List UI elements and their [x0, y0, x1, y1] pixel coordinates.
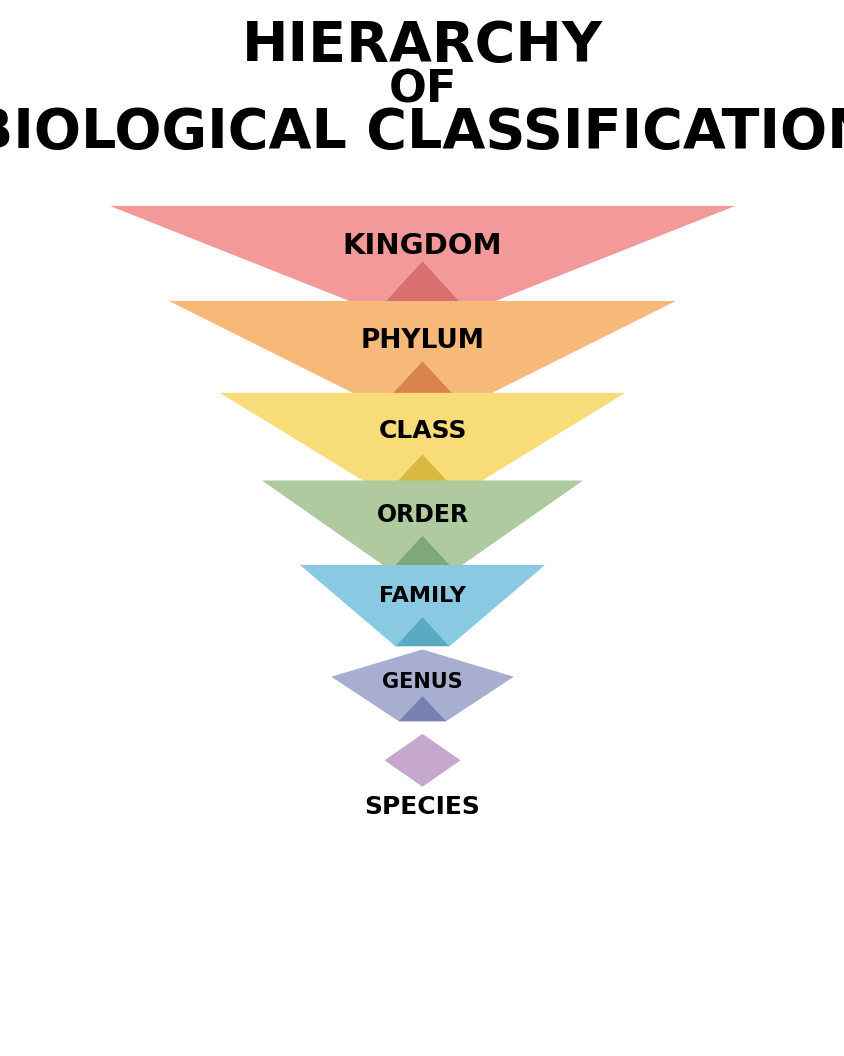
- Text: KINGDOM: KINGDOM: [343, 232, 501, 260]
- Polygon shape: [395, 617, 449, 646]
- Polygon shape: [300, 565, 544, 646]
- Text: PHYLUM: PHYLUM: [360, 328, 484, 354]
- Text: ORDER: ORDER: [376, 503, 468, 527]
- Text: GENUS: GENUS: [381, 672, 463, 692]
- Polygon shape: [390, 535, 454, 570]
- Polygon shape: [398, 696, 446, 721]
- Polygon shape: [385, 454, 459, 494]
- Text: FAMILY: FAMILY: [379, 586, 465, 606]
- Polygon shape: [110, 206, 734, 312]
- Text: CLASS: CLASS: [378, 419, 466, 444]
- Polygon shape: [262, 480, 582, 570]
- Polygon shape: [219, 393, 625, 494]
- Polygon shape: [331, 649, 513, 721]
- Text: OF: OF: [388, 69, 456, 112]
- Text: BIOLOGICAL CLASSIFICATION: BIOLOGICAL CLASSIFICATION: [0, 106, 844, 159]
- Polygon shape: [376, 261, 468, 312]
- Text: HIERARCHY: HIERARCHY: [241, 19, 603, 73]
- Polygon shape: [384, 734, 460, 787]
- Polygon shape: [169, 301, 675, 407]
- Polygon shape: [380, 361, 464, 407]
- Text: SPECIES: SPECIES: [364, 795, 480, 819]
